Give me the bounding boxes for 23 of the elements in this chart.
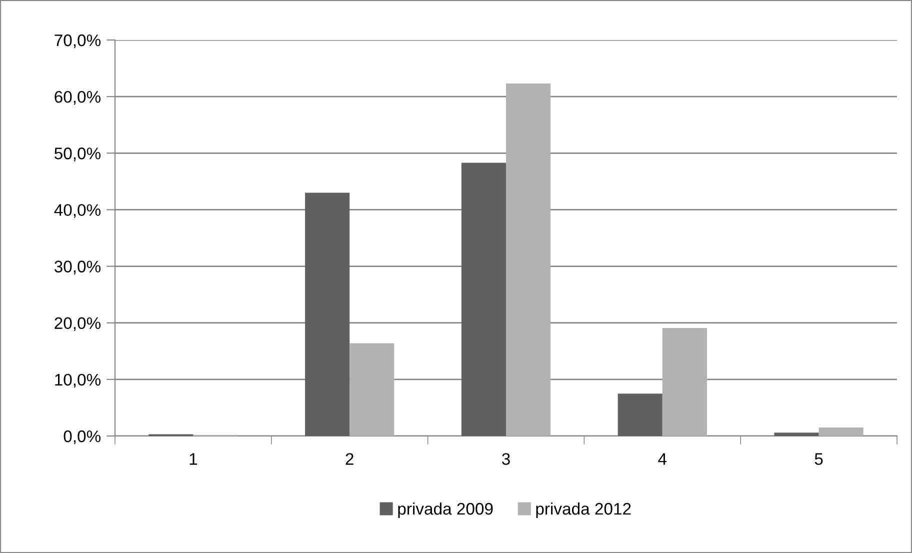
x-tick-label: 2 bbox=[346, 453, 354, 465]
bar bbox=[662, 328, 707, 436]
bar bbox=[818, 428, 864, 436]
bar bbox=[461, 162, 506, 436]
y-tick-label: 70,0% bbox=[54, 34, 101, 48]
y-tick-label: 30,0% bbox=[54, 260, 101, 274]
y-tick-label: 10,0% bbox=[55, 374, 101, 388]
y-tick-label: 20,0% bbox=[54, 317, 101, 332]
legend-label: privada 2009 bbox=[398, 502, 493, 518]
bar bbox=[506, 84, 551, 436]
y-tick-label: 50,0% bbox=[54, 148, 101, 162]
bar bbox=[350, 343, 394, 436]
legend-label: privada 2012 bbox=[536, 502, 631, 518]
x-tick-label: 1 bbox=[190, 453, 198, 465]
x-tick-label: 3 bbox=[502, 453, 510, 465]
bar bbox=[774, 432, 819, 436]
y-tick-label: 60,0% bbox=[54, 90, 101, 105]
bar bbox=[305, 192, 350, 436]
y-tick-label: 40,0% bbox=[54, 204, 101, 218]
x-tick-label: 5 bbox=[814, 453, 823, 465]
bar bbox=[618, 394, 662, 436]
x-tick-label: 4 bbox=[658, 453, 667, 465]
y-tick-label: 0,0% bbox=[64, 430, 101, 444]
